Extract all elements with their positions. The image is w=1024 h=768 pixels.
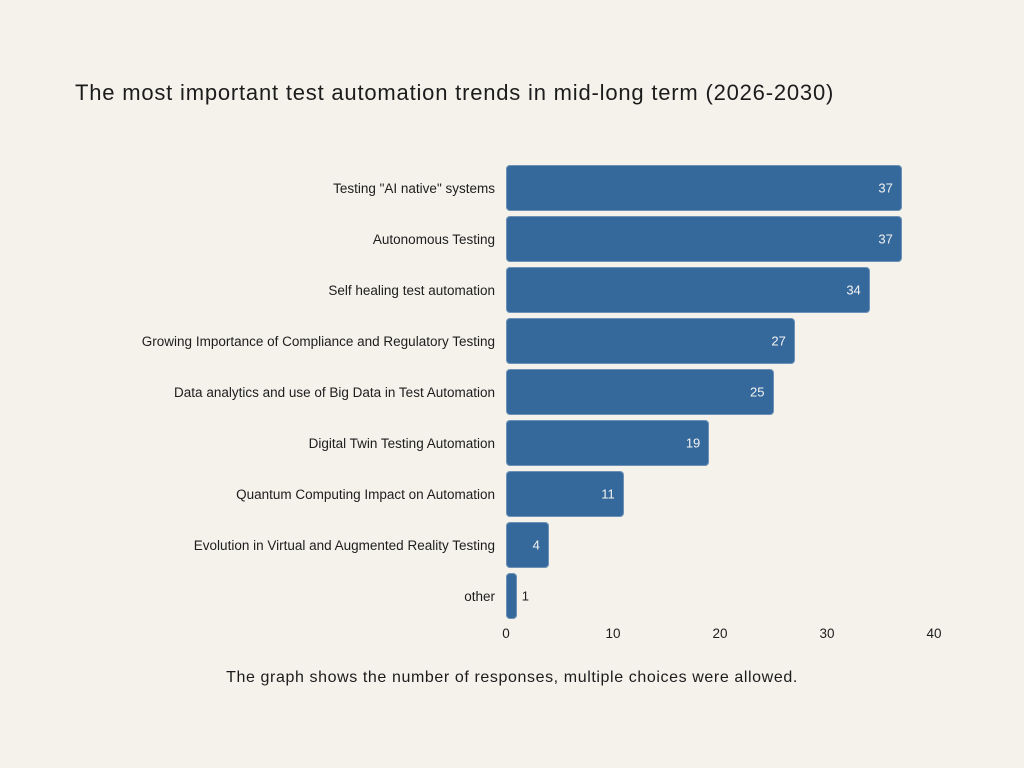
value-label: 25 — [750, 384, 765, 400]
bar-row: Growing Importance of Compliance and Reg… — [0, 318, 1024, 364]
chart-caption: The graph shows the number of responses,… — [226, 669, 798, 686]
value-label: 1 — [521, 588, 529, 604]
bar: 34 — [506, 267, 870, 313]
value-label: 4 — [532, 537, 540, 553]
x-tick-label: 40 — [926, 626, 942, 641]
bar-row: Autonomous Testing 37 — [0, 216, 1024, 262]
bar: 4 — [506, 522, 549, 568]
bar-row: Self healing test automation 34 — [0, 267, 1024, 313]
bar-row: Quantum Computing Impact on Automation 11 — [0, 471, 1024, 517]
category-label: Digital Twin Testing Automation — [308, 435, 495, 451]
bar-row: Testing "AI native" systems 37 — [0, 165, 1024, 211]
bar-track: 1 — [506, 573, 1024, 619]
value-label: 11 — [601, 486, 615, 502]
bar-track: 19 — [506, 420, 1024, 466]
x-tick-label: 20 — [712, 626, 728, 641]
bar-track: 25 — [506, 369, 1024, 415]
bar: 37 — [506, 216, 902, 262]
bar-track: 4 — [506, 522, 1024, 568]
x-tick-label: 0 — [502, 626, 510, 641]
chart-title: The most important test automation trend… — [75, 80, 835, 105]
category-label: Autonomous Testing — [372, 231, 495, 247]
bar-row: Data analytics and use of Big Data in Te… — [0, 369, 1024, 415]
category-label: other — [464, 588, 495, 604]
bar-row: other 1 — [0, 573, 1024, 619]
bar-row: Evolution in Virtual and Augmented Reali… — [0, 522, 1024, 568]
value-label: 37 — [878, 180, 893, 196]
value-label: 34 — [846, 282, 861, 298]
value-label: 27 — [771, 333, 786, 349]
bar: 25 — [506, 369, 774, 415]
value-label: 37 — [878, 231, 893, 247]
category-label: Self healing test automation — [328, 282, 495, 298]
bar-track: 37 — [506, 216, 1024, 262]
bar: 1 — [506, 573, 529, 619]
bar-chart: Testing "AI native" systems 37 Autonomous … — [0, 165, 1024, 624]
category-label: Growing Importance of Compliance and Reg… — [141, 333, 495, 349]
category-label: Data analytics and use of Big Data in Te… — [174, 384, 495, 400]
bar-track: 11 — [506, 471, 1024, 517]
category-label: Testing "AI native" systems — [333, 180, 495, 196]
bar: 27 — [506, 318, 795, 364]
x-axis: 0 10 20 30 40 — [502, 626, 966, 644]
bar: 19 — [506, 420, 710, 466]
bar-track: 27 — [506, 318, 1024, 364]
bar: 11 — [506, 471, 624, 517]
bar: 37 — [506, 165, 902, 211]
bar-track: 34 — [506, 267, 1024, 313]
value-label: 19 — [685, 435, 701, 451]
bar-row: Digital Twin Testing Automation 19 — [0, 420, 1024, 466]
x-tick-label: 30 — [819, 626, 835, 641]
category-label: Quantum Computing Impact on Automation — [236, 486, 495, 502]
x-tick-label: 10 — [605, 626, 621, 641]
category-label: Evolution in Virtual and Augmented Reali… — [193, 537, 495, 553]
bar-track: 37 — [506, 165, 1024, 211]
